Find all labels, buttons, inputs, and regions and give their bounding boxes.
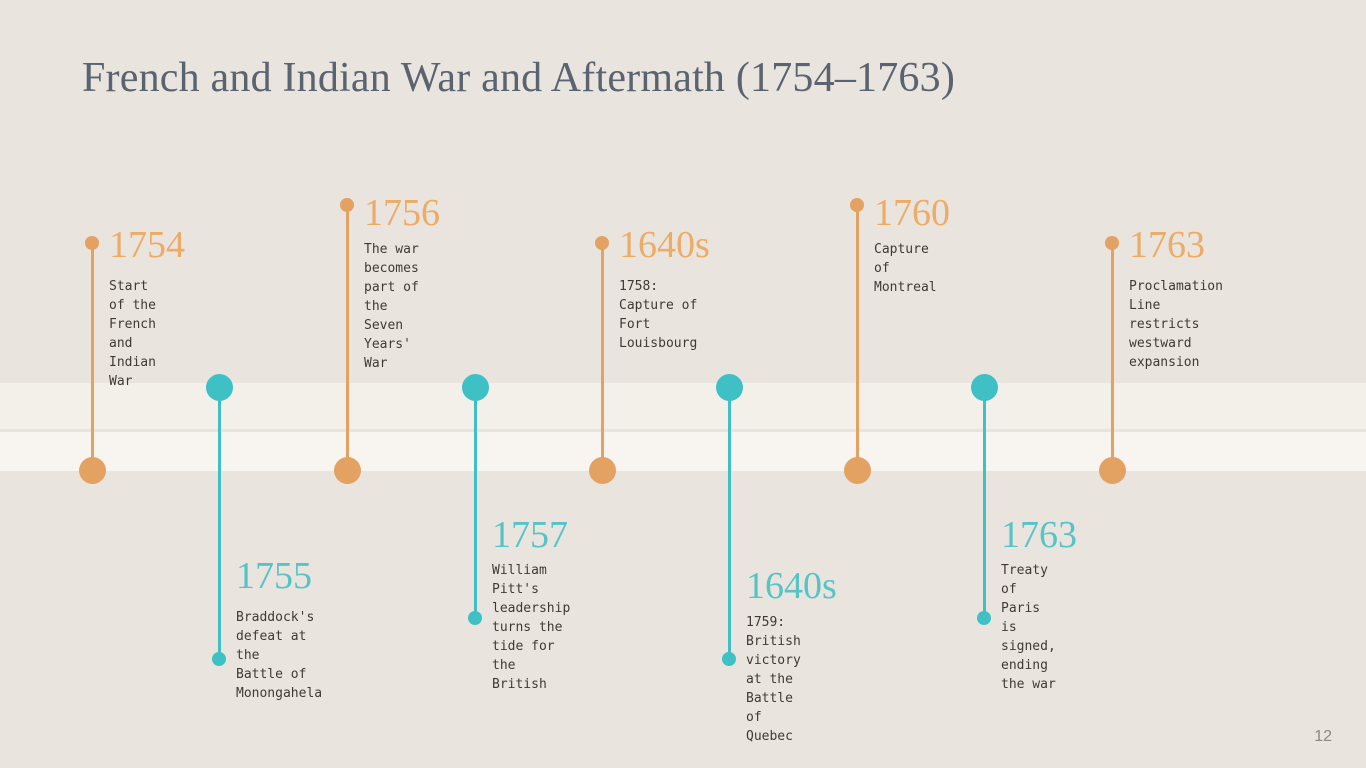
timeline-year: 1760	[874, 192, 950, 234]
timeline-year: 1640s	[619, 224, 710, 266]
timeline-year: 1763	[1001, 514, 1077, 556]
timeline-start-dot	[85, 236, 99, 250]
timeline-stem	[855, 205, 859, 471]
timeline-description: William Pitt's leadership turns the tide…	[492, 563, 571, 692]
timeline-start-dot	[340, 198, 354, 212]
timeline-end-dot	[588, 457, 616, 484]
timeline-start-dot	[595, 236, 609, 250]
timeline-year: 1756	[364, 192, 440, 234]
timeline-track-lower-band	[0, 432, 1366, 471]
timeline-start-dot	[715, 374, 743, 401]
timeline-start-dot	[1105, 236, 1119, 250]
timeline-year: 1757	[492, 514, 568, 556]
timeline-year: 1755	[236, 555, 312, 597]
timeline-end-dot	[1098, 457, 1126, 484]
timeline-start-dot	[850, 198, 864, 212]
timeline-stem	[982, 388, 986, 618]
timeline-start-dot	[461, 374, 489, 401]
timeline-track-upper-band	[0, 383, 1366, 429]
timeline-end-dot	[212, 652, 226, 666]
timeline-end-dot	[977, 611, 991, 625]
timeline-stem	[217, 388, 221, 659]
timeline-description: Start of the French and Indian War	[109, 279, 156, 389]
timeline-description: The war becomes part of the Seven Years'…	[364, 242, 419, 371]
page-number: 12	[1314, 728, 1332, 745]
slide-title: French and Indian War and Aftermath (175…	[82, 55, 956, 101]
timeline-year: 1763	[1129, 224, 1205, 266]
timeline-description: Braddock's defeat at the Battle of Monon…	[236, 610, 323, 701]
timeline-stem	[727, 388, 731, 659]
timeline-stem	[600, 243, 604, 471]
timeline-stem	[345, 205, 349, 471]
timeline-stem	[473, 388, 477, 618]
timeline-end-dot	[468, 611, 482, 625]
timeline-year: 1640s	[746, 565, 837, 607]
timeline-end-dot	[333, 457, 361, 484]
timeline-stem	[1110, 243, 1114, 471]
timeline-description: Proclamation Line restricts westward exp…	[1129, 279, 1223, 370]
timeline-start-dot	[205, 374, 233, 401]
timeline-end-dot	[78, 457, 106, 484]
timeline-start-dot	[970, 374, 998, 401]
timeline-stem	[90, 243, 94, 471]
timeline-end-dot	[722, 652, 736, 666]
timeline-end-dot	[843, 457, 871, 484]
timeline-description: 1758: Capture of Fort Louisbourg	[619, 279, 698, 351]
timeline-year: 1754	[109, 224, 185, 266]
timeline-description: 1759: British victory at the Battle of Q…	[746, 615, 801, 744]
timeline-description: Treaty of Paris is signed, ending the wa…	[1001, 563, 1056, 692]
timeline-description: Capture of Montreal	[874, 242, 937, 295]
